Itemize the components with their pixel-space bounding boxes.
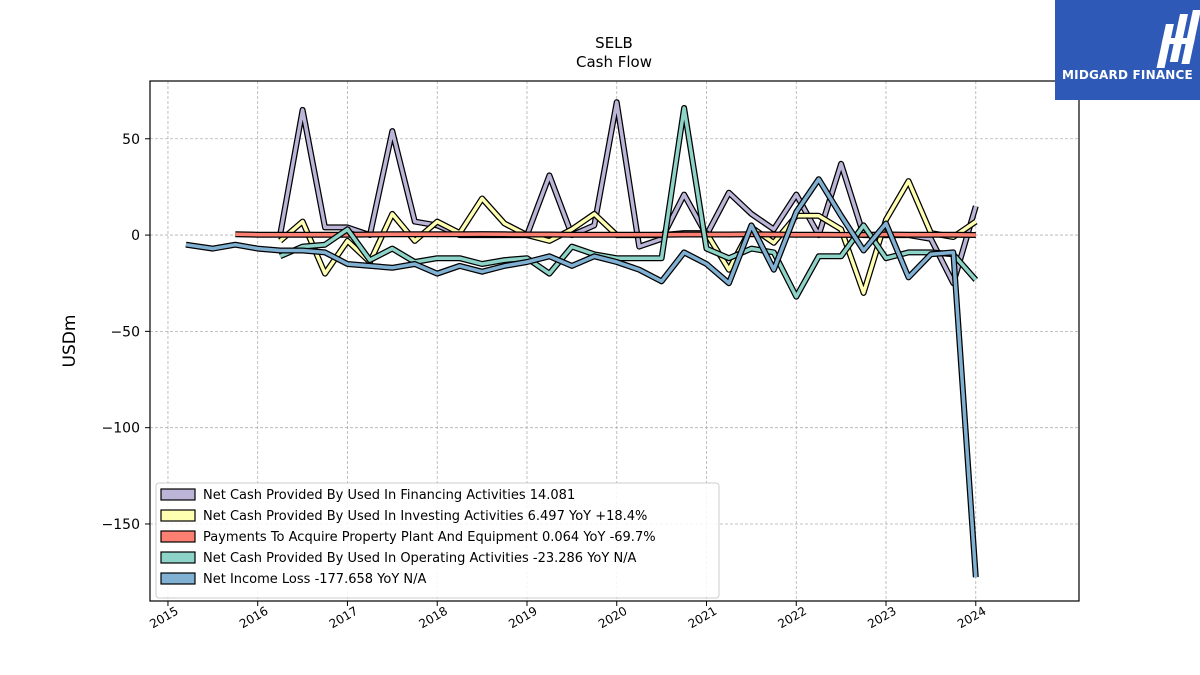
series-line [279, 106, 978, 299]
series-5 [185, 176, 979, 578]
series-1 [277, 99, 979, 287]
logo-mark-icon [1156, 10, 1200, 68]
x-tick-label: 2023 [865, 604, 898, 631]
y-axis-label: USDm [60, 315, 80, 368]
legend-entry: Net Cash Provided By Used In Investing A… [203, 509, 647, 524]
y-tick-label: −100 [102, 421, 140, 437]
plot-frame [149, 80, 1080, 602]
x-tick-label: 2016 [237, 604, 270, 631]
series-line [278, 100, 978, 285]
legend-swatch [160, 551, 196, 564]
brand-logo: MIDGARD FINANCE [1055, 0, 1200, 100]
grid [150, 81, 1079, 601]
legend: Net Cash Provided By Used In Financing A… [155, 482, 720, 599]
legend-swatch [160, 488, 196, 501]
series-line [185, 177, 978, 578]
x-tick-label: 2024 [955, 604, 988, 631]
chart-title: SELB [595, 34, 633, 52]
x-tick-label: 2020 [596, 604, 629, 631]
x-tick-label: 2015 [147, 604, 180, 631]
y-tick-label: −150 [102, 517, 140, 533]
x-tick-label: 2017 [327, 604, 360, 631]
brand-name: MIDGARD FINANCE [1062, 68, 1193, 82]
legend-entry: Net Income Loss -177.658 YoY N/A [203, 572, 426, 587]
series-4 [278, 105, 979, 300]
x-tick-label: 2022 [776, 604, 809, 631]
series-layer [185, 99, 979, 578]
legend-box [155, 482, 720, 599]
series-line [235, 232, 976, 237]
legend-swatch [160, 509, 196, 522]
legend-swatch [160, 530, 196, 543]
legend-swatch [160, 572, 196, 585]
y-tick-label: 0 [131, 228, 140, 244]
x-tick-label: 2021 [686, 604, 719, 631]
x-tick-label: 2019 [506, 604, 539, 631]
x-tick-label: 2018 [416, 604, 449, 631]
legend-entry: Payments To Acquire Property Plant And E… [203, 530, 656, 545]
series-3 [235, 231, 976, 238]
chart-subtitle: Cash Flow [576, 53, 652, 71]
y-tick-label: 50 [122, 132, 140, 148]
y-tick-label: −50 [110, 324, 140, 340]
legend-entry: Net Cash Provided By Used In Operating A… [203, 551, 637, 566]
legend-entry: Net Cash Provided By Used In Financing A… [203, 488, 575, 503]
